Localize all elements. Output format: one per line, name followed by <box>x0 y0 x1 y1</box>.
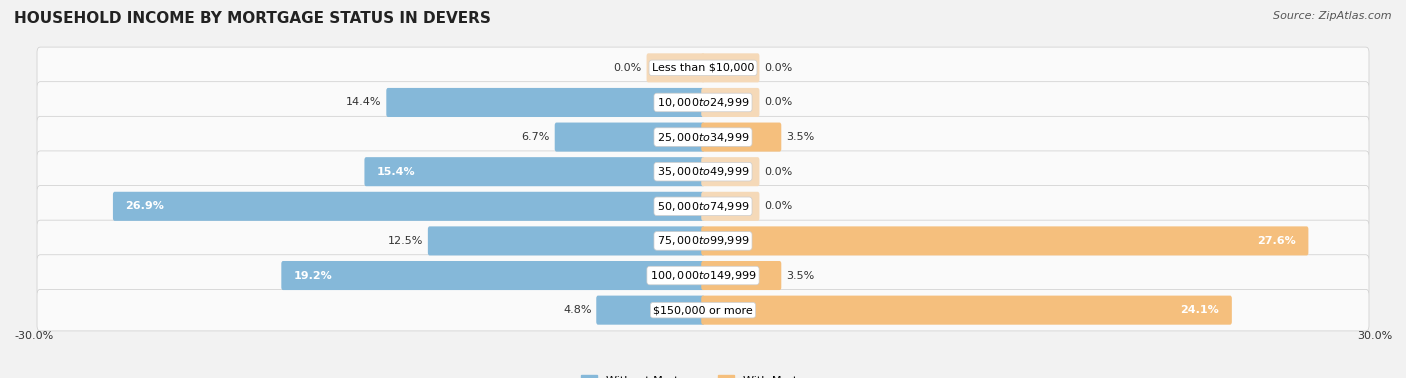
Text: $100,000 to $149,999: $100,000 to $149,999 <box>650 269 756 282</box>
Text: 12.5%: 12.5% <box>388 236 423 246</box>
Text: 19.2%: 19.2% <box>294 271 333 280</box>
FancyBboxPatch shape <box>702 157 759 186</box>
FancyBboxPatch shape <box>37 116 1369 158</box>
FancyBboxPatch shape <box>37 82 1369 123</box>
FancyBboxPatch shape <box>702 226 1309 256</box>
Text: $10,000 to $24,999: $10,000 to $24,999 <box>657 96 749 109</box>
Text: 0.0%: 0.0% <box>765 167 793 177</box>
Text: 3.5%: 3.5% <box>786 132 814 142</box>
Text: Less than $10,000: Less than $10,000 <box>652 63 754 73</box>
Text: 0.0%: 0.0% <box>765 201 793 211</box>
FancyBboxPatch shape <box>702 88 759 117</box>
FancyBboxPatch shape <box>387 88 704 117</box>
FancyBboxPatch shape <box>37 151 1369 192</box>
Text: 14.4%: 14.4% <box>346 98 381 107</box>
FancyBboxPatch shape <box>37 255 1369 296</box>
Text: $75,000 to $99,999: $75,000 to $99,999 <box>657 234 749 248</box>
Text: 0.0%: 0.0% <box>765 63 793 73</box>
Text: 30.0%: 30.0% <box>1357 331 1392 341</box>
Text: $150,000 or more: $150,000 or more <box>654 305 752 315</box>
Text: -30.0%: -30.0% <box>14 331 53 341</box>
Text: 15.4%: 15.4% <box>377 167 416 177</box>
FancyBboxPatch shape <box>702 296 1232 325</box>
FancyBboxPatch shape <box>37 290 1369 331</box>
FancyBboxPatch shape <box>37 186 1369 227</box>
Text: Source: ZipAtlas.com: Source: ZipAtlas.com <box>1274 11 1392 21</box>
Text: 6.7%: 6.7% <box>522 132 550 142</box>
FancyBboxPatch shape <box>427 226 704 256</box>
Text: 4.8%: 4.8% <box>562 305 592 315</box>
FancyBboxPatch shape <box>37 220 1369 262</box>
Text: $50,000 to $74,999: $50,000 to $74,999 <box>657 200 749 213</box>
Legend: Without Mortgage, With Mortgage: Without Mortgage, With Mortgage <box>576 370 830 378</box>
FancyBboxPatch shape <box>37 47 1369 88</box>
FancyBboxPatch shape <box>702 122 782 152</box>
FancyBboxPatch shape <box>112 192 704 221</box>
FancyBboxPatch shape <box>364 157 704 186</box>
FancyBboxPatch shape <box>555 122 704 152</box>
Text: HOUSEHOLD INCOME BY MORTGAGE STATUS IN DEVERS: HOUSEHOLD INCOME BY MORTGAGE STATUS IN D… <box>14 11 491 26</box>
Text: 3.5%: 3.5% <box>786 271 814 280</box>
Text: 26.9%: 26.9% <box>125 201 165 211</box>
Text: 27.6%: 27.6% <box>1257 236 1296 246</box>
FancyBboxPatch shape <box>281 261 704 290</box>
Text: 0.0%: 0.0% <box>613 63 641 73</box>
FancyBboxPatch shape <box>647 53 704 82</box>
FancyBboxPatch shape <box>702 261 782 290</box>
FancyBboxPatch shape <box>702 53 759 82</box>
Text: $25,000 to $34,999: $25,000 to $34,999 <box>657 130 749 144</box>
Text: 0.0%: 0.0% <box>765 98 793 107</box>
FancyBboxPatch shape <box>702 192 759 221</box>
FancyBboxPatch shape <box>596 296 704 325</box>
Text: $35,000 to $49,999: $35,000 to $49,999 <box>657 165 749 178</box>
Text: 24.1%: 24.1% <box>1181 305 1219 315</box>
